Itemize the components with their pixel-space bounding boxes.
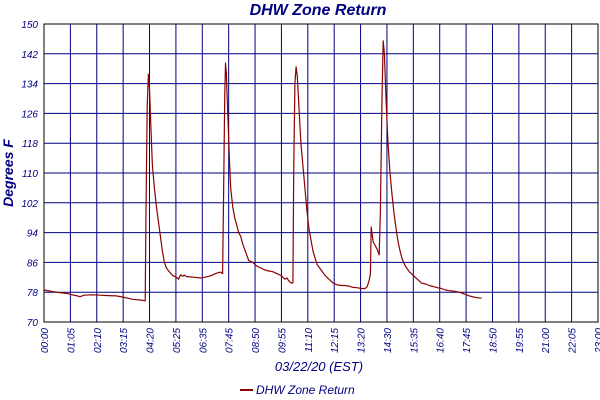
series-lines	[43, 40, 482, 302]
x-tick-label: 09:55	[277, 328, 288, 353]
x-tick-label: 12:15	[330, 328, 341, 353]
y-axis-label: Degrees F	[0, 139, 16, 207]
x-tick-label: 14:30	[383, 328, 394, 353]
y-tick-label: 150	[21, 20, 38, 31]
x-tick-label: 18:50	[488, 328, 499, 353]
x-tick-label: 02:10	[93, 328, 104, 353]
y-tick-label: 134	[21, 80, 38, 91]
y-tick-label: 102	[21, 199, 38, 210]
x-tick-label: 16:40	[436, 328, 447, 353]
x-tick-label: 21:00	[541, 328, 552, 354]
y-tick-label: 110	[22, 169, 38, 180]
x-tick-label: 23:00	[594, 328, 600, 354]
x-tick-label: 00:00	[40, 328, 51, 353]
x-tick-label: 04:20	[146, 328, 157, 353]
x-tick-label: 01:05	[66, 328, 77, 353]
grid-lines	[43, 23, 599, 323]
y-tick-label: 86	[27, 258, 39, 269]
plot-frame	[43, 23, 599, 323]
y-tick-label: 94	[27, 229, 39, 240]
x-tick-label: 22:05	[568, 328, 579, 354]
y-tick-label: 118	[22, 139, 38, 150]
x-tick-label: 08:50	[251, 328, 262, 353]
y-tick-label: 126	[21, 109, 38, 120]
x-tick-label: 06:35	[198, 328, 209, 353]
x-tick-label: 11:10	[304, 328, 315, 353]
x-tick-label: 17:45	[462, 328, 473, 353]
x-tick-label: 07:45	[225, 328, 236, 353]
x-tick-label: 05:25	[172, 328, 183, 353]
legend: DHW Zone Return	[240, 383, 355, 397]
y-tick-label: 142	[21, 50, 38, 61]
x-tick-label: 19:55	[515, 328, 526, 353]
x-tick-label: 15:35	[409, 328, 420, 353]
x-tick-label: 03:15	[119, 328, 130, 353]
legend-label: DHW Zone Return	[256, 383, 355, 397]
x-axis-label: 03/22/20 (EST)	[275, 359, 363, 374]
y-tick-labels: 70 78 86 94 102 110 118 126 134 142 150	[21, 20, 38, 329]
chart-title: DHW Zone Return	[250, 2, 387, 19]
x-tick-labels: 00:00 01:05 02:10 03:15 04:20 05:25 06:35 07:45…	[40, 328, 600, 354]
y-tick-label: 70	[27, 318, 39, 329]
x-tick-label: 13:20	[357, 328, 368, 353]
y-tick-label: 78	[27, 288, 39, 299]
series-line	[43, 40, 482, 302]
